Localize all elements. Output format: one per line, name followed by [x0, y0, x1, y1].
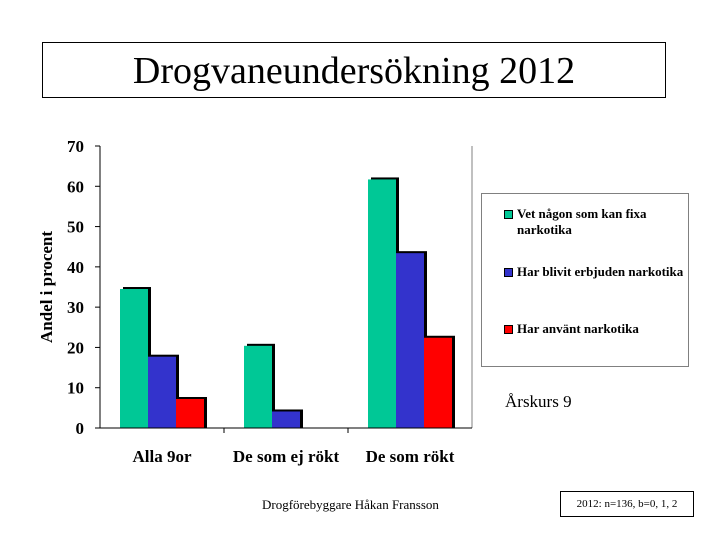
chart-axes: [95, 145, 473, 433]
legend: Vet någon som kan fixa narkotika Har bli…: [481, 193, 689, 367]
footer-sample-info: 2012: n=136, b=0, 1, 2: [560, 491, 694, 517]
y-tick-label-50: 50: [67, 218, 84, 237]
title-box: Drogvaneundersökning 2012: [42, 42, 666, 98]
footer-author: Drogförebyggare Håkan Fransson: [262, 497, 439, 512]
bar-2-2: [424, 337, 452, 428]
bar-2-1: [396, 253, 424, 428]
y-tick-label-0: 0: [76, 419, 85, 438]
legend-swatch-series-2: [504, 325, 513, 334]
legend-swatch-series-0: [504, 210, 513, 219]
legend-swatch-series-1: [504, 268, 513, 277]
bar-1-0: [244, 345, 272, 428]
y-tick-label-10: 10: [67, 379, 84, 398]
chart-bars: [120, 177, 455, 428]
x-tick-label-0: Alla 9or: [132, 447, 191, 466]
bar-0-2: [176, 398, 204, 428]
slide-title: Drogvaneundersökning 2012: [132, 50, 576, 92]
y-tick-label-60: 60: [67, 177, 84, 196]
x-tick-label-2: De som rökt: [366, 447, 455, 466]
y-tick-label-40: 40: [67, 258, 84, 277]
legend-item-series-0: Vet någon som kan fixa narkotika: [504, 206, 685, 238]
x-tick-label-1: De som ej rökt: [233, 447, 340, 466]
chart-labels: 0 10 20 30 40 50 60 70 Andel i procent Alla 9or De…: [37, 137, 455, 466]
legend-label-series-1: Har blivit erbjuden narkotika: [517, 264, 684, 279]
legend-item-series-1: Har blivit erbjuden narkotika: [504, 264, 685, 280]
y-tick-label-30: 30: [67, 298, 84, 317]
legend-label-series-2: Har använt narkotika: [517, 321, 639, 336]
y-tick-label-70: 70: [67, 137, 84, 156]
y-axis-label: Andel i procent: [37, 231, 56, 343]
bar-1-1: [272, 411, 300, 428]
y-tick-label-20: 20: [67, 338, 84, 357]
bar-2-0: [368, 179, 396, 428]
chart-subtitle: Årskurs 9: [505, 392, 572, 411]
bar-0-0: [120, 289, 148, 428]
legend-item-series-2: Har använt narkotika: [504, 321, 685, 337]
legend-label-series-0: Vet någon som kan fixa narkotika: [517, 206, 647, 237]
bar-0-1: [148, 356, 176, 428]
